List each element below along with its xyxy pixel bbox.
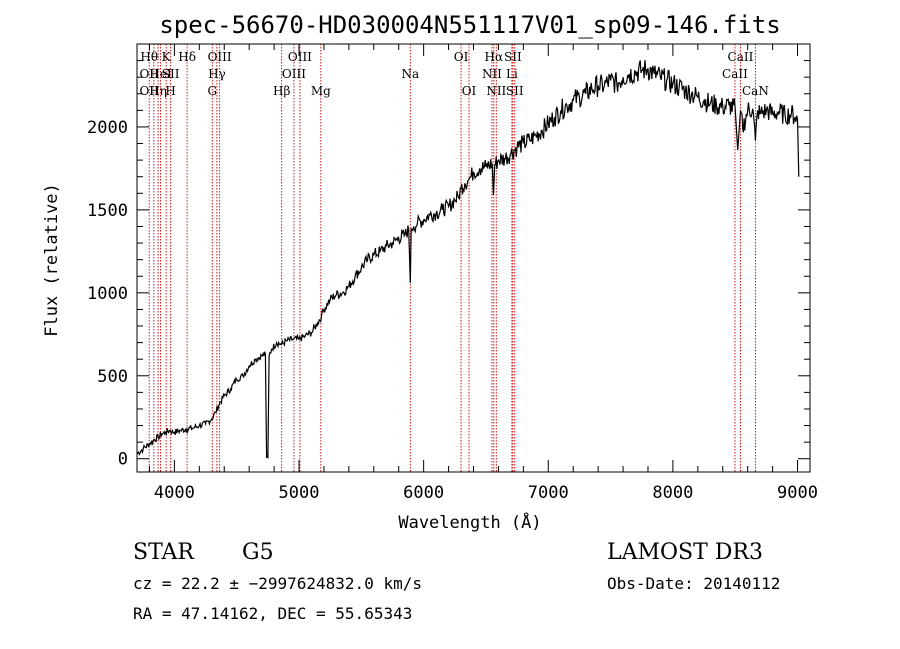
line-label: G: [207, 84, 217, 98]
line-label: Hγ: [208, 67, 226, 81]
line-label: Hθ: [140, 50, 158, 64]
line-label: NII: [482, 67, 502, 81]
coordinates: RA = 47.14162, DEC = 55.65343: [133, 604, 412, 623]
line-label: OIII: [282, 67, 306, 81]
observation-date: Obs-Date: 20140112: [607, 574, 780, 593]
redshift-info: cz = 22.2 ± −2997624832.0 km/s: [133, 574, 422, 593]
line-label: CaN: [742, 84, 769, 98]
y-tick-label: 1000: [87, 284, 128, 304]
line-label: OII: [140, 67, 160, 81]
line-label: Na: [401, 67, 419, 81]
line-label: Hβ: [273, 84, 290, 98]
object-class: STAR: [133, 540, 195, 565]
survey-name: LAMOST DR3: [607, 540, 763, 565]
y-tick-label: 2000: [87, 118, 128, 138]
line-label: SII: [504, 50, 522, 64]
chart-title: spec-56670-HD030004N551117V01_sp09-146.f…: [159, 11, 780, 39]
plot-frame: [136, 43, 811, 473]
y-axis-ticks: 0 500 1000 1500 2000: [87, 60, 810, 470]
x-tick-label: 6000: [403, 483, 444, 503]
line-label: HeI: [149, 67, 172, 81]
line-label: OIII: [208, 50, 232, 64]
x-tick-label: 7000: [528, 483, 569, 503]
line-label: OI: [462, 84, 477, 98]
x-tick-label: 4000: [154, 483, 195, 503]
object-subclass: G5: [242, 540, 274, 565]
x-tick-label: 5000: [279, 483, 320, 503]
x-tick-label: 9000: [777, 483, 818, 503]
y-axis-label: Flux (relative): [42, 183, 62, 337]
x-axis-ticks: 4000 5000 6000 7000 8000 9000: [148, 44, 818, 503]
line-label: H: [165, 84, 175, 98]
line-label: Mg: [311, 84, 331, 98]
line-label: Li: [506, 67, 518, 81]
x-axis-label: Wavelength (Å): [398, 511, 541, 533]
spectrum-line: [136, 60, 800, 460]
spectral-line-labels: HθOIIOIIHηHeIKSIIHHδGHγOIIIHβOIIIOIIIMgN…: [140, 50, 769, 98]
spectrum-series: [136, 60, 800, 460]
y-tick-label: 0: [118, 450, 128, 470]
line-label: CaII: [722, 67, 748, 81]
line-label: CaII: [728, 50, 754, 64]
y-tick-label: 1500: [87, 201, 128, 221]
line-label: K: [162, 50, 172, 64]
line-label: NII: [486, 84, 506, 98]
line-label: OIII: [288, 50, 312, 64]
x-tick-label: 8000: [652, 483, 693, 503]
line-label: SII: [162, 67, 180, 81]
line-label: Hα: [485, 50, 504, 64]
line-label: OI: [454, 50, 469, 64]
line-label: SII: [506, 84, 524, 98]
y-tick-label: 500: [97, 367, 128, 387]
line-label: Hη: [149, 84, 167, 98]
line-label: OII: [140, 84, 160, 98]
line-label: Hδ: [178, 50, 196, 64]
spectral-line-markers: [148, 44, 756, 472]
